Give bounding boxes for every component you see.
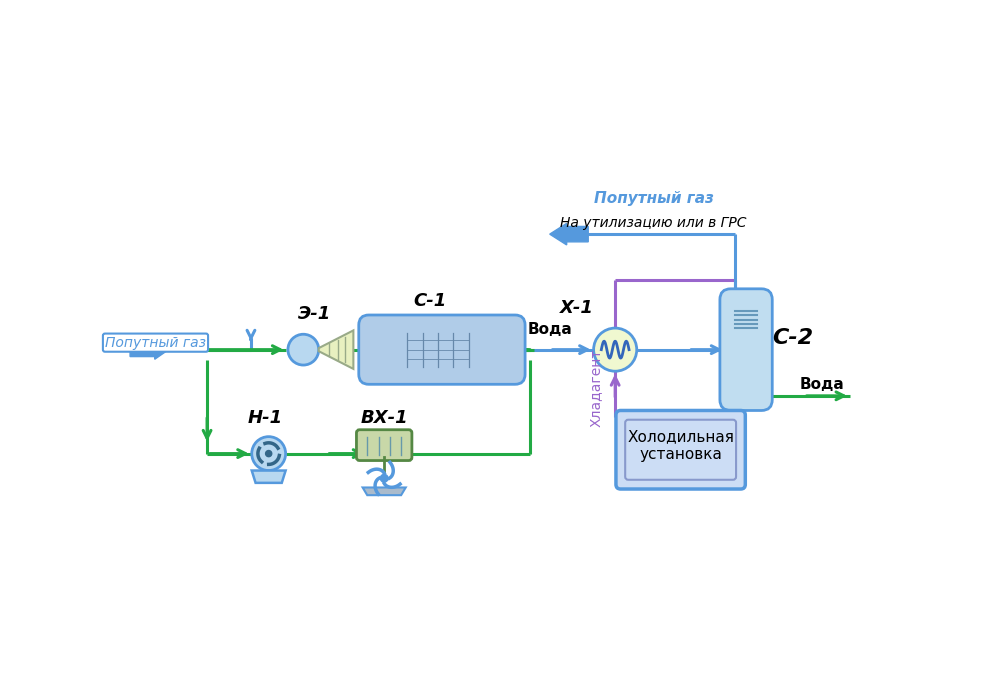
- Text: С-2: С-2: [772, 328, 813, 348]
- Text: Вода: Вода: [528, 321, 572, 337]
- Circle shape: [594, 328, 637, 371]
- Text: Н-1: Н-1: [248, 409, 282, 426]
- Polygon shape: [319, 330, 353, 369]
- FancyBboxPatch shape: [616, 410, 745, 489]
- FancyArrow shape: [549, 223, 588, 245]
- FancyBboxPatch shape: [358, 315, 525, 384]
- Text: Вода: Вода: [800, 377, 844, 392]
- Circle shape: [380, 475, 388, 482]
- FancyArrow shape: [130, 340, 168, 359]
- FancyBboxPatch shape: [626, 420, 737, 480]
- Text: Попутный газ: Попутный газ: [594, 190, 714, 206]
- Text: С-1: С-1: [414, 292, 447, 309]
- Circle shape: [251, 437, 286, 470]
- Text: Холодильная
установка: Холодильная установка: [628, 430, 734, 462]
- Text: На утилизацию или в ГРС: На утилизацию или в ГРС: [560, 216, 746, 230]
- Text: ВХ-1: ВХ-1: [360, 409, 408, 426]
- Circle shape: [265, 451, 271, 456]
- Polygon shape: [251, 470, 286, 483]
- Text: Попутный газ: Попутный газ: [105, 336, 206, 350]
- FancyBboxPatch shape: [356, 430, 412, 461]
- Polygon shape: [362, 487, 406, 495]
- Text: Хладагент: Хладагент: [589, 349, 603, 427]
- FancyBboxPatch shape: [720, 289, 772, 410]
- Text: Х-1: Х-1: [559, 300, 594, 317]
- Text: Э-1: Э-1: [298, 304, 332, 323]
- Circle shape: [288, 335, 319, 365]
